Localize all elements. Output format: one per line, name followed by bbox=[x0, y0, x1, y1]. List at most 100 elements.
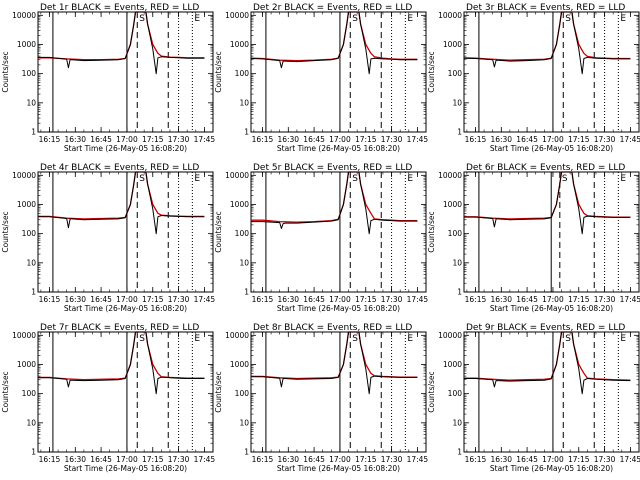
y-axis-label: Counts/sec bbox=[1, 371, 10, 412]
y-axis-label: Counts/sec bbox=[427, 51, 436, 92]
x-tick-label: 16:45 bbox=[90, 135, 112, 144]
panel-title: Det 4r BLACK = Events, RED = LLD bbox=[40, 163, 199, 173]
detector-panel: Det 1r BLACK = Events, RED = LLD 1 10 100 10… bbox=[1, 3, 215, 153]
x-tick-label: 17:45 bbox=[194, 295, 216, 304]
time-marker-label: S bbox=[562, 174, 568, 184]
x-axis-label: Start Time (26-May-05 16:08:20) bbox=[490, 464, 613, 473]
time-marker-label: S bbox=[352, 174, 358, 184]
x-tick-label: 16:15 bbox=[252, 135, 274, 144]
panel-title: Det 2r BLACK = Events, RED = LLD bbox=[253, 3, 412, 13]
y-tick-label: 100 bbox=[448, 389, 463, 398]
x-tick-label: 17:00 bbox=[329, 455, 351, 464]
x-tick-label: 17:00 bbox=[329, 295, 351, 304]
x-axis-label: Start Time (26-May-05 16:08:20) bbox=[64, 144, 187, 153]
y-tick-label: 1000 bbox=[443, 360, 462, 369]
lld-series-line bbox=[38, 11, 205, 61]
x-tick-label: 16:30 bbox=[64, 295, 86, 304]
y-tick-label: 1000 bbox=[17, 40, 36, 49]
x-tick-label: 16:15 bbox=[252, 295, 274, 304]
y-tick-label: 1000 bbox=[230, 40, 249, 49]
lld-series-line bbox=[464, 331, 631, 381]
lld-series-line bbox=[251, 331, 418, 380]
time-marker-label: E bbox=[194, 174, 200, 184]
panel-title: Det 6r BLACK = Events, RED = LLD bbox=[466, 163, 625, 173]
x-tick-label: 17:15 bbox=[355, 135, 377, 144]
x-tick-label: 16:45 bbox=[90, 295, 112, 304]
panel-title: Det 5r BLACK = Events, RED = LLD bbox=[253, 163, 412, 173]
y-tick-label: 1 bbox=[31, 448, 36, 457]
time-marker-label: S bbox=[139, 14, 145, 24]
x-tick-label: 16:15 bbox=[465, 135, 487, 144]
x-tick-label: 17:15 bbox=[142, 135, 164, 144]
x-tick-label: 17:15 bbox=[142, 455, 164, 464]
x-tick-label: 17:30 bbox=[381, 455, 403, 464]
x-tick-label: 17:45 bbox=[620, 135, 640, 144]
x-tick-label: 16:45 bbox=[303, 295, 325, 304]
x-tick-label: 17:15 bbox=[568, 295, 590, 304]
y-tick-label: 10000 bbox=[438, 331, 462, 340]
y-tick-label: 10000 bbox=[225, 171, 249, 180]
y-tick-label: 10000 bbox=[12, 171, 36, 180]
y-tick-label: 1 bbox=[244, 288, 249, 297]
y-tick-label: 1000 bbox=[443, 200, 462, 209]
y-axis-label: Counts/sec bbox=[427, 211, 436, 252]
time-marker-label: E bbox=[407, 334, 413, 344]
x-tick-label: 17:15 bbox=[568, 455, 590, 464]
x-tick-label: 16:15 bbox=[39, 135, 61, 144]
y-tick-label: 1 bbox=[244, 128, 249, 137]
y-tick-label: 10 bbox=[452, 418, 462, 427]
y-tick-label: 10 bbox=[452, 98, 462, 107]
y-tick-label: 1 bbox=[457, 128, 462, 137]
time-marker-label: E bbox=[620, 14, 626, 24]
events-series-line bbox=[251, 171, 418, 235]
x-axis-label: Start Time (26-May-05 16:08:20) bbox=[64, 304, 187, 313]
x-tick-label: 16:15 bbox=[465, 455, 487, 464]
panel-title: Det 8r BLACK = Events, RED = LLD bbox=[253, 323, 412, 333]
events-series-line bbox=[464, 331, 631, 395]
plot-frame bbox=[37, 11, 214, 133]
lld-series-line bbox=[463, 11, 631, 61]
x-tick-label: 17:00 bbox=[116, 455, 138, 464]
detector-panel: Det 9r BLACK = Events, RED = LLD 1 10 100 10… bbox=[427, 323, 640, 473]
x-tick-label: 17:30 bbox=[168, 295, 190, 304]
events-series-line bbox=[38, 171, 205, 235]
time-marker-label: E bbox=[194, 334, 200, 344]
y-axis-label: Counts/sec bbox=[214, 371, 223, 412]
y-axis-label: Counts/sec bbox=[214, 211, 223, 252]
y-tick-label: 100 bbox=[22, 389, 37, 398]
y-tick-label: 10000 bbox=[438, 171, 462, 180]
x-tick-label: 17:00 bbox=[542, 135, 564, 144]
time-marker-label: S bbox=[352, 14, 358, 24]
y-tick-label: 1000 bbox=[17, 360, 36, 369]
x-tick-label: 16:30 bbox=[64, 455, 86, 464]
lld-series-line bbox=[38, 171, 205, 220]
x-tick-label: 16:15 bbox=[252, 455, 274, 464]
time-marker-label: S bbox=[139, 334, 145, 344]
y-tick-label: 10 bbox=[239, 98, 249, 107]
y-tick-label: 1000 bbox=[17, 200, 36, 209]
y-tick-label: 10 bbox=[239, 258, 249, 267]
y-tick-label: 10 bbox=[26, 258, 36, 267]
x-tick-label: 17:45 bbox=[407, 455, 429, 464]
x-tick-label: 16:30 bbox=[277, 455, 299, 464]
y-tick-label: 10 bbox=[26, 418, 36, 427]
x-tick-label: 17:30 bbox=[381, 135, 403, 144]
x-tick-label: 17:30 bbox=[594, 295, 616, 304]
time-marker-label: S bbox=[139, 174, 145, 184]
x-tick-label: 17:00 bbox=[542, 295, 564, 304]
events-series-line bbox=[464, 171, 631, 235]
x-tick-label: 17:15 bbox=[355, 455, 377, 464]
y-tick-label: 100 bbox=[235, 229, 250, 238]
x-tick-label: 17:30 bbox=[594, 455, 616, 464]
plot-frame bbox=[250, 171, 427, 293]
detector-panel: Det 7r BLACK = Events, RED = LLD 1 10 100 10… bbox=[1, 323, 215, 473]
y-tick-label: 10 bbox=[452, 258, 462, 267]
x-tick-label: 16:45 bbox=[303, 135, 325, 144]
detector-panel: Det 5r BLACK = Events, RED = LLD 1 10 100 10… bbox=[214, 163, 428, 313]
x-tick-label: 17:00 bbox=[116, 295, 138, 304]
x-tick-label: 17:45 bbox=[194, 455, 216, 464]
panel-title: Det 9r BLACK = Events, RED = LLD bbox=[466, 323, 625, 333]
y-tick-label: 1 bbox=[31, 288, 36, 297]
x-tick-label: 17:45 bbox=[194, 135, 216, 144]
detector-panel: Det 8r BLACK = Events, RED = LLD 1 10 100 10… bbox=[214, 323, 428, 473]
